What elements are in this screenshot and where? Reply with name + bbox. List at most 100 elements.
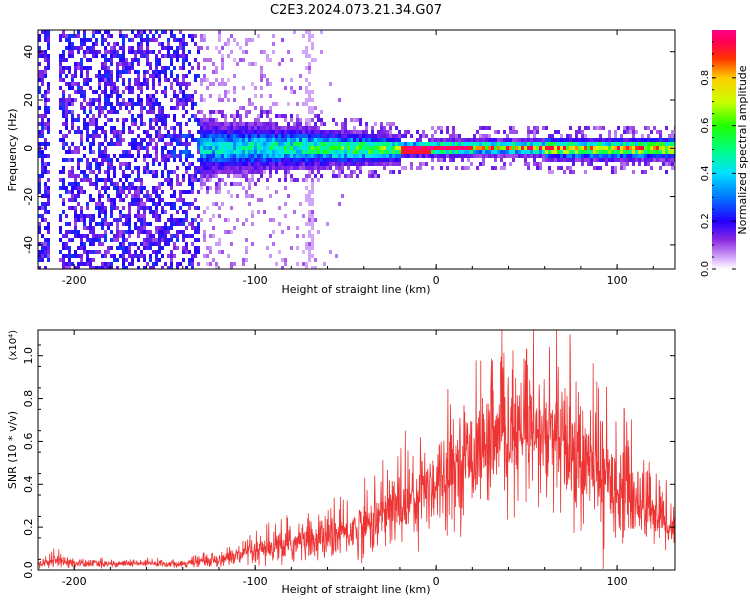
heatmap-cell [626,146,629,150]
heatmap-cell [86,158,89,162]
heatmap-cell [638,154,641,158]
heatmap-cell [209,114,212,118]
heatmap-cell [203,118,206,122]
heatmap-cell [311,138,314,142]
heatmap-cell [122,250,125,254]
heatmap-cell [452,126,455,130]
heatmap-cell [281,162,284,166]
heatmap-cell [647,162,650,166]
heatmap-cell [383,166,386,170]
heatmap-cell [188,82,191,86]
heatmap-cell [341,194,344,198]
heatmap-cell [182,178,185,182]
heatmap-cell [122,118,125,122]
heatmap-cell [356,134,359,138]
heatmap-cell [566,166,569,170]
heatmap-cell [158,70,161,74]
heatmap-cell [308,170,311,174]
heatmap-cell [68,54,71,58]
heatmap-cell [89,262,92,266]
heatmap-cell [623,130,626,134]
heatmap-cell [47,30,50,34]
heatmap-cell [245,166,248,170]
heatmap-cell [275,142,278,146]
heatmap-cell [182,42,185,46]
heatmap-cell [224,162,227,166]
heatmap-cell [323,158,326,162]
heatmap-cell [656,138,659,142]
heatmap-cell [653,158,656,162]
heatmap-cell [83,30,86,34]
heatmap-cell [293,142,296,146]
heatmap-cell [632,170,635,174]
heatmap-cell [89,162,92,166]
heatmap-cell [179,54,182,58]
heatmap-cell [251,142,254,146]
heatmap-cell [137,78,140,82]
heatmap-cell [68,38,71,42]
heatmap-cell [182,202,185,206]
heatmap-cell [65,58,68,62]
heatmap-cell [155,38,158,42]
heatmap-cell [254,154,257,158]
heatmap-cell [239,114,242,118]
heatmap-cell [173,246,176,250]
heatmap-cell [602,154,605,158]
heatmap-cell [134,58,137,62]
heatmap-cell [41,206,44,210]
heatmap-cell [200,186,203,190]
heatmap-cell [194,178,197,182]
heatmap-cell [377,174,380,178]
heatmap-cell [143,122,146,126]
heatmap-cell [308,162,311,166]
heatmap-cell [632,142,635,146]
heatmap-cell [140,82,143,86]
heatmap-cell [290,174,293,178]
heatmap-cell [119,138,122,142]
heatmap-cell [254,150,257,154]
heatmap-cell [440,166,443,170]
heatmap-cell [47,34,50,38]
heatmap-cell [185,142,188,146]
heatmap-cell [119,190,122,194]
heatmap-cell [140,54,143,58]
heatmap-cell [359,162,362,166]
heatmap-cell [230,122,233,126]
heatmap-cell [278,222,281,226]
heatmap-cell [293,150,296,154]
heatmap-cell [458,150,461,154]
heatmap-cell [185,94,188,98]
heatmap-cell [44,34,47,38]
heatmap-cell [497,138,500,142]
heatmap-cell [80,94,83,98]
heatmap-cell [194,114,197,118]
heatmap-cell [101,266,104,269]
heatmap-cell [68,238,71,242]
heatmap-cell [305,162,308,166]
heatmap-cell [455,134,458,138]
heatmap-cell [203,254,206,258]
heatmap-cell [329,134,332,138]
heatmap-cell [236,142,239,146]
heatmap-cell [620,162,623,166]
heatmap-cell [122,206,125,210]
heatmap-cell [44,186,47,190]
heatmap-cell [347,162,350,166]
heatmap-cell [578,142,581,146]
heatmap-cell [326,130,329,134]
heatmap-cell [236,154,239,158]
heatmap-cell [239,126,242,130]
heatmap-cell [170,266,173,269]
heatmap-cell [128,102,131,106]
heatmap-cell [155,206,158,210]
heatmap-cell [59,58,62,62]
heatmap-cell [143,214,146,218]
heatmap-cell [233,262,236,266]
heatmap-cell [116,90,119,94]
heatmap-cell [311,154,314,158]
heatmap-cell [269,174,272,178]
heatmap-cell [116,258,119,262]
heatmap-cell [359,122,362,126]
heatmap-cell [272,154,275,158]
heatmap-cell [503,162,506,166]
